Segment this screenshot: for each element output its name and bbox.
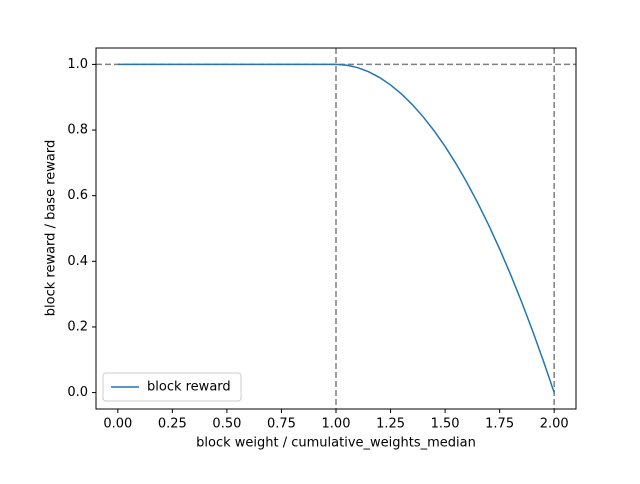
plot-frame [95,47,577,410]
x-tick-label: 1.50 [431,417,460,432]
x-tick-label: 0.25 [158,417,187,432]
y-tick-label: 0.2 [67,319,88,334]
x-tick-label: 1.25 [376,417,405,432]
legend-label: block reward [147,380,231,395]
x-tick-label: 1.75 [485,417,514,432]
x-tick-label: 1.00 [322,417,351,432]
y-tick-label: 0.8 [67,123,88,138]
x-tick-label: 0.50 [212,417,241,432]
legend-box [102,372,242,402]
x-tick-label: 0.00 [103,417,132,432]
y-tick-label: 0.0 [67,385,88,400]
y-tick-label: 0.4 [67,254,88,269]
x-axis-label: block weight / cumulative_weights_median [196,436,476,451]
y-axis-label: block reward / base reward [44,140,59,316]
y-tick-label: 1.0 [67,57,88,72]
y-tick-label: 0.6 [67,188,88,203]
x-tick-label: 2.00 [540,417,569,432]
data-line [117,63,555,393]
x-tick-label: 0.75 [267,417,296,432]
